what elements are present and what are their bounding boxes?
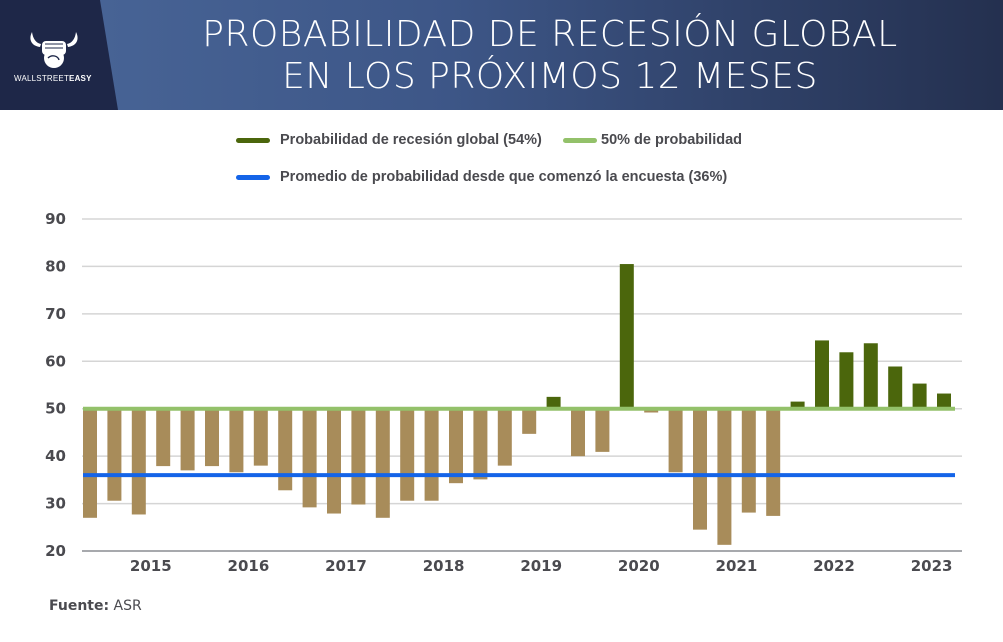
bar-below-50 (375, 408, 390, 518)
x-tick-label: 2021 (716, 557, 758, 575)
source-note: Fuente: ASR (49, 598, 142, 614)
bar-below-50 (766, 408, 781, 516)
title-line-1: PROBABILIDAD DE RECESIÓN GLOBAL (202, 14, 898, 55)
bar-below-50 (351, 408, 366, 505)
logo-text-bold: EASY (69, 74, 92, 83)
x-tick-label: 2017 (325, 557, 367, 575)
bull-fist-icon (30, 32, 78, 68)
bar-below-50 (473, 408, 488, 480)
y-tick-label: 20 (45, 542, 66, 560)
y-tick-label: 30 (45, 495, 66, 513)
bar-below-50 (741, 408, 756, 513)
bar-below-50 (205, 408, 219, 467)
source-label: Fuente: (49, 598, 110, 614)
x-tick-label: 2018 (423, 557, 465, 575)
y-tick-label: 60 (45, 352, 66, 370)
bar-below-50 (400, 408, 415, 501)
legend-swatch-average (236, 174, 270, 180)
y-tick-label: 50 (45, 400, 66, 418)
bar-below-50 (424, 408, 439, 501)
bar-above-50 (863, 343, 878, 409)
bar-above-50 (912, 383, 927, 409)
bar-above-50 (790, 401, 805, 409)
bar-below-50 (229, 408, 244, 473)
logo-wordmark: WALLSTREETEASY (14, 74, 92, 83)
bar-below-50 (571, 408, 585, 457)
bar-above-50 (888, 366, 903, 409)
bar-below-50 (522, 408, 537, 434)
reference-lines-layer (83, 406, 955, 478)
y-tick-label: 70 (45, 305, 66, 323)
bar-above-50 (839, 352, 854, 409)
bar-below-50 (497, 408, 512, 466)
bar-below-50 (107, 408, 122, 501)
bar-below-50 (253, 408, 268, 466)
axis-labels-layer: 20 30 40 50 60 70 80 90 2015 2016 2017 2018 2019 2020… (45, 210, 952, 575)
bar-layer (83, 264, 951, 545)
logo-text-regular: WALLSTREET (14, 74, 70, 83)
legend-label-average: Promedio de probabilidad desde que comen… (280, 169, 728, 185)
x-tick-label: 2016 (228, 557, 270, 575)
header-banner: WALLSTREETEASY PROBABILIDAD DE RECESIÓN … (0, 0, 1003, 110)
bar-above-50 (546, 396, 561, 409)
x-tick-label: 2022 (813, 557, 855, 575)
legend-swatch-recession (236, 137, 270, 143)
bar-below-50 (131, 408, 146, 515)
x-tick-label: 2019 (520, 557, 562, 575)
logo-panel: WALLSTREETEASY (0, 0, 118, 110)
bar-below-50 (156, 408, 171, 467)
bar-below-50 (83, 408, 97, 518)
x-tick-label: 2020 (618, 557, 660, 575)
legend-item-50pct: 50% de probabilidad (563, 132, 742, 148)
legend-swatch-50pct (563, 137, 597, 143)
bar-below-50 (595, 408, 610, 452)
bar-above-50 (815, 340, 829, 409)
legend-item-recession: Probabilidad de recesión global (54%) (236, 132, 542, 148)
source-value: ASR (113, 598, 142, 614)
y-tick-label: 40 (45, 447, 66, 465)
bar-above-50 (619, 264, 634, 409)
x-tick-label: 2023 (911, 557, 953, 575)
grid-layer (82, 218, 962, 552)
bar-below-50 (327, 408, 341, 514)
y-tick-label: 90 (45, 210, 66, 228)
legend-label-recession: Probabilidad de recesión global (54%) (280, 132, 542, 148)
bar-below-50 (668, 408, 683, 473)
x-tick-label: 2015 (130, 557, 172, 575)
y-tick-label: 80 (45, 257, 66, 275)
bar-below-50 (278, 408, 293, 491)
bar-below-50 (693, 408, 707, 530)
legend-item-average: Promedio de probabilidad desde que comen… (236, 169, 727, 185)
page-title: PROBABILIDAD DE RECESIÓN GLOBAL EN LOS P… (120, 14, 980, 98)
bar-below-50 (302, 408, 317, 508)
bar-above-50 (937, 393, 951, 409)
bar-below-50 (449, 408, 463, 484)
bar-below-50 (180, 408, 195, 471)
legend-label-50pct: 50% de probabilidad (601, 132, 742, 148)
title-line-2: EN LOS PRÓXIMOS 12 MESES (282, 56, 818, 97)
